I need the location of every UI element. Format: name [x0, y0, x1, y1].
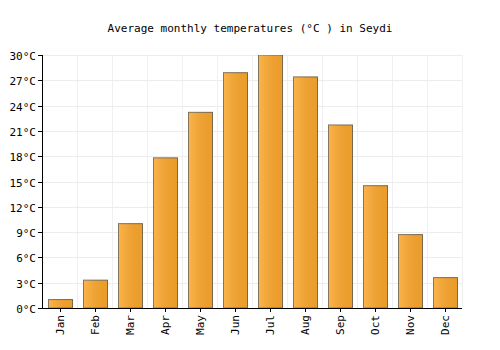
grid-line-y [42, 232, 462, 233]
bar-shade [154, 158, 178, 308]
y-tick [38, 207, 42, 208]
title: Average monthly temperatures (°C ) in Se… [108, 22, 393, 35]
grid-line-x [77, 55, 78, 308]
bar [119, 224, 143, 308]
y-tick [38, 106, 42, 107]
y-tick-label: 3°C [16, 278, 36, 291]
bar-shade [259, 55, 283, 308]
x-tick-label: Aug [299, 315, 312, 335]
y-tick [38, 80, 42, 81]
bar-shade [224, 73, 248, 308]
y-tick-label: 9°C [16, 227, 36, 240]
y-tick-label: 6°C [16, 252, 36, 265]
bar [49, 300, 73, 308]
bar [364, 186, 388, 308]
x-tick-label: May [194, 315, 207, 335]
grid-line-x [392, 55, 393, 308]
bar-shade [364, 186, 388, 308]
bar-shade [434, 278, 458, 308]
x-tick-label: Jul [264, 315, 277, 335]
y-tick [38, 257, 42, 258]
x-tick-label: Sep [334, 315, 347, 335]
bar-shade [294, 77, 318, 308]
bar-shade [84, 280, 108, 308]
x-tick-label: Dec [439, 315, 452, 335]
bar [259, 55, 283, 308]
y-tick [38, 131, 42, 132]
grid-line-x [462, 55, 463, 308]
grid-line-x [182, 55, 183, 308]
y-tick [38, 55, 42, 56]
bar [154, 158, 178, 308]
grid-line-y [42, 131, 462, 132]
y-tick [38, 308, 42, 309]
grid-line-x [357, 55, 358, 308]
bar [399, 235, 423, 308]
x-tick-label: Mar [124, 315, 137, 335]
y-tick-label: 12°C [10, 202, 37, 215]
bar-shade [49, 300, 73, 308]
grid-line-x [147, 55, 148, 308]
y-tick-label: 24°C [10, 101, 37, 114]
x-tick-label: Jan [54, 315, 67, 335]
grid-line-x [427, 55, 428, 308]
grid-line-x [42, 55, 43, 308]
grid-line-y [42, 182, 462, 183]
grid-line-x [252, 55, 253, 308]
y-tick-label: 18°C [10, 151, 37, 164]
grid-line-x [322, 55, 323, 308]
y-tick [38, 283, 42, 284]
bar-shade [119, 224, 143, 308]
bar [189, 112, 213, 308]
bar-shade [399, 235, 423, 308]
grid-line-y [42, 106, 462, 107]
x-tick-label: Jun [229, 315, 242, 335]
bar [224, 73, 248, 308]
y-tick-label: 0°C [16, 303, 36, 316]
chart: Average monthly temperatures (°C ) in Se… [0, 0, 500, 350]
y-tick-label: 15°C [10, 177, 37, 190]
grid-line-y [42, 308, 462, 309]
grid-line-y [42, 156, 462, 157]
grid-line-y [42, 55, 462, 56]
y-tick [38, 232, 42, 233]
y-tick [38, 156, 42, 157]
x-tick-label: Feb [89, 315, 102, 335]
bars [49, 55, 458, 308]
grid-line-x [112, 55, 113, 308]
grid-line-y [42, 80, 462, 81]
y-tick-label: 30°C [10, 50, 37, 63]
bar-shade [329, 125, 353, 308]
bar [329, 125, 353, 308]
x-tick-label: Apr [159, 315, 172, 335]
grid-line-y [42, 207, 462, 208]
y-tick-label: 21°C [10, 126, 37, 139]
grid-line-x [287, 55, 288, 308]
bar-shade [189, 112, 213, 308]
bar [294, 77, 318, 308]
x-tick-label: Nov [404, 315, 417, 335]
x-axis [42, 308, 462, 309]
y-tick [38, 182, 42, 183]
y-axis [42, 55, 43, 308]
x-tick-label: Oct [369, 315, 382, 335]
grid-line-x [217, 55, 218, 308]
y-tick-label: 27°C [10, 75, 37, 88]
bar [434, 278, 458, 308]
bar [84, 280, 108, 308]
